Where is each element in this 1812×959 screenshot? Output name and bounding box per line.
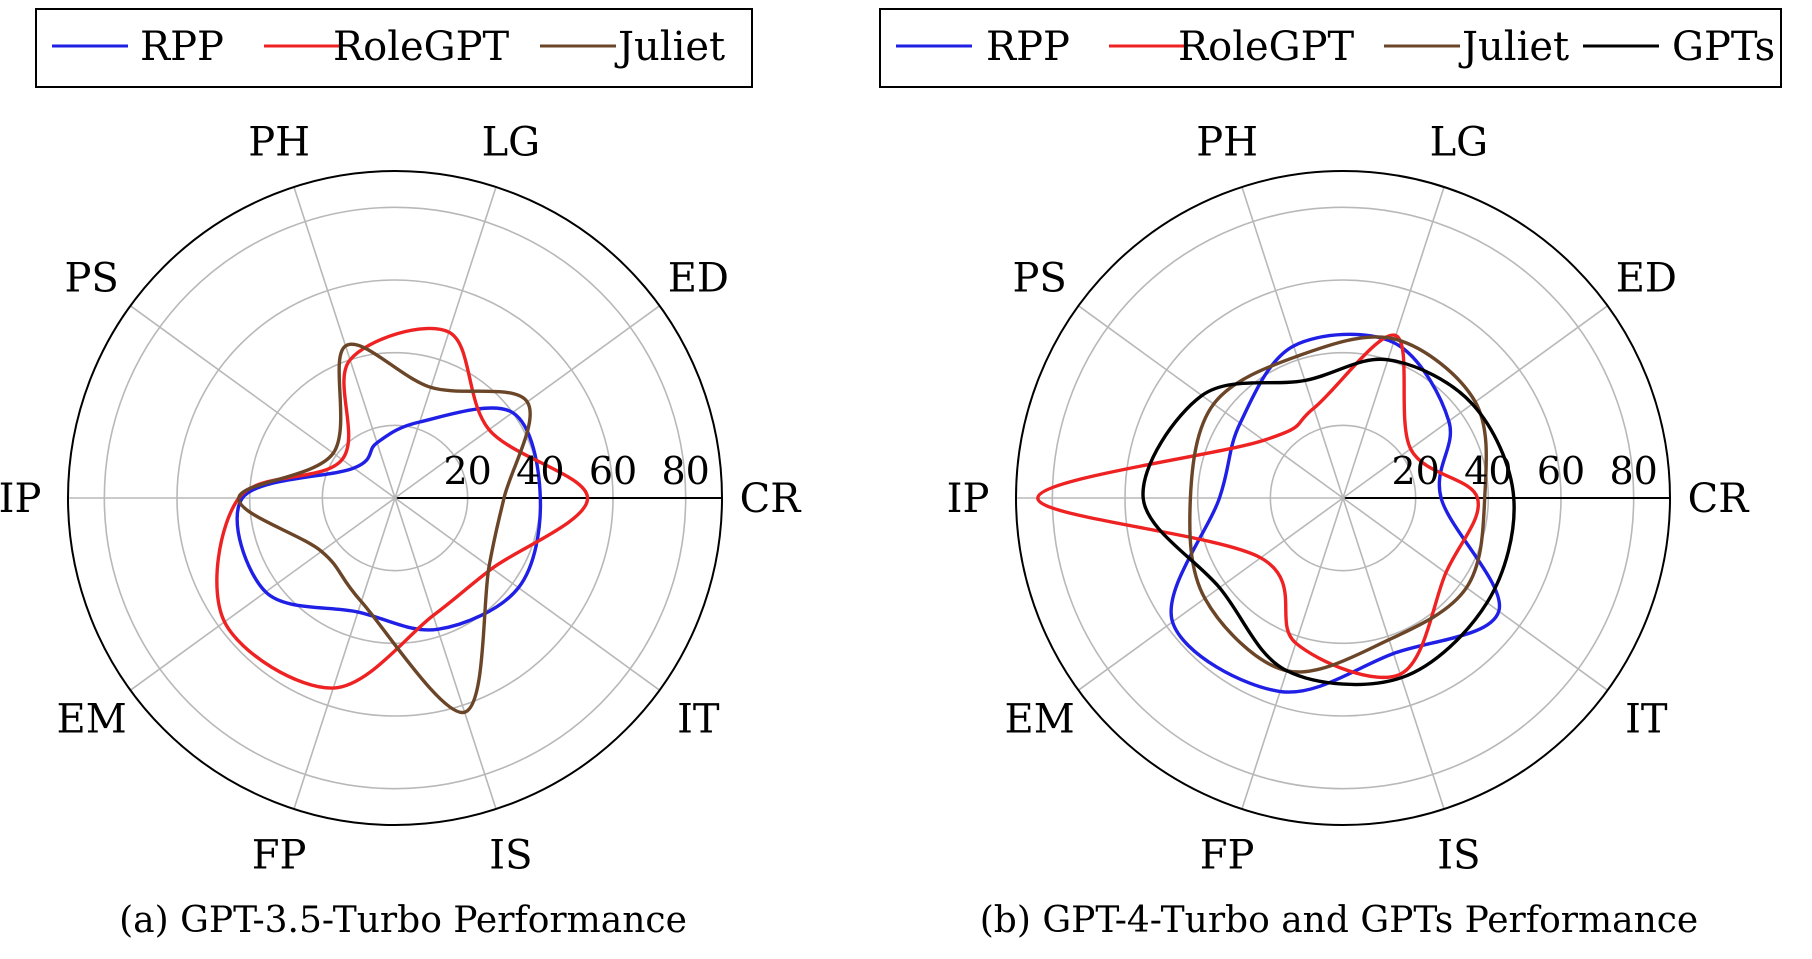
legend-label-rolegpt: RoleGPT: [1178, 24, 1355, 70]
axis-label-cr: CR: [740, 476, 803, 522]
legend-label-gpts: GPTs: [1672, 24, 1775, 70]
caption: (b) GPT-4-Turbo and GPTs Performance: [980, 900, 1698, 941]
legend-label-rpp: RPP: [140, 24, 224, 70]
axis-label-fp: FP: [1200, 833, 1255, 879]
series-rolegpt: [215, 326, 590, 690]
tick-label: 60: [589, 449, 637, 493]
spoke-ps: [1077, 305, 1344, 499]
spoke-lg: [394, 186, 497, 499]
tick-label: 80: [661, 449, 709, 493]
grid: [68, 186, 722, 810]
spoke-fp: [293, 497, 396, 810]
axis-label-ip: IP: [0, 476, 41, 522]
axis-label-ed: ED: [668, 256, 729, 302]
spoke-fp: [1241, 497, 1344, 810]
axis-label-em: EM: [1005, 696, 1075, 742]
tick-label: 40: [516, 449, 564, 493]
axis-label-ps: PS: [64, 256, 118, 302]
tick-label: 20: [1391, 449, 1439, 493]
axis-label-ps: PS: [1012, 256, 1066, 302]
series-rpp: [1169, 332, 1502, 694]
series-juliet: [237, 342, 532, 714]
axis-label-it: IT: [677, 696, 720, 742]
axis-label-ed: ED: [1616, 256, 1677, 302]
series-gpts: [1141, 357, 1516, 687]
tick-label: 80: [1609, 449, 1657, 493]
axis-label-is: IS: [1437, 833, 1480, 879]
axis-label-ph: PH: [248, 119, 310, 165]
tick-label: 40: [1464, 449, 1512, 493]
axis-label-ph: PH: [1196, 119, 1258, 165]
axis-label-em: EM: [57, 696, 127, 742]
radar-chart-2: RPP RoleGPT Juliet GPTs 20 40 60 80 CR ED LG PH PS IP…: [879, 8, 1782, 941]
axis-label-lg: LG: [1430, 119, 1489, 165]
legend: RPP RoleGPT Juliet: [35, 8, 753, 88]
radar-chart-1: RPP RoleGPT Juliet 20 40 60 80 CR ED LG PH PS IP EM FP…: [0, 8, 803, 941]
legend-label-juliet: Juliet: [614, 24, 725, 70]
axis-label-ip: IP: [947, 476, 990, 522]
spoke-it: [394, 497, 661, 691]
tick-label: 20: [443, 449, 491, 493]
legend-label-juliet: Juliet: [1458, 24, 1569, 70]
spoke-ph: [1241, 186, 1344, 499]
legend-label-rpp: RPP: [986, 24, 1070, 70]
series-juliet: [1188, 335, 1489, 674]
legend: RPP RoleGPT Juliet GPTs: [879, 8, 1782, 88]
axis-label-lg: LG: [482, 119, 541, 165]
spoke-ps: [129, 305, 396, 499]
axis-label-it: IT: [1625, 696, 1668, 742]
legend-box: [35, 8, 753, 88]
outer-circle: [1015, 170, 1671, 826]
spoke-em: [1077, 497, 1344, 691]
legend-label-rolegpt: RoleGPT: [333, 24, 510, 70]
spoke-is: [394, 497, 497, 810]
outer-circle: [67, 170, 723, 826]
axis-label-cr: CR: [1688, 476, 1751, 522]
caption: (a) GPT-3.5-Turbo Performance: [119, 900, 687, 941]
spoke-em: [129, 497, 396, 691]
axis-label-is: IS: [489, 833, 532, 879]
grid: [1016, 186, 1670, 810]
spoke-it: [1342, 497, 1609, 691]
spoke-ph: [293, 186, 396, 499]
tick-label: 60: [1537, 449, 1585, 493]
axis-label-fp: FP: [252, 833, 307, 879]
legend-box: [879, 8, 1782, 88]
